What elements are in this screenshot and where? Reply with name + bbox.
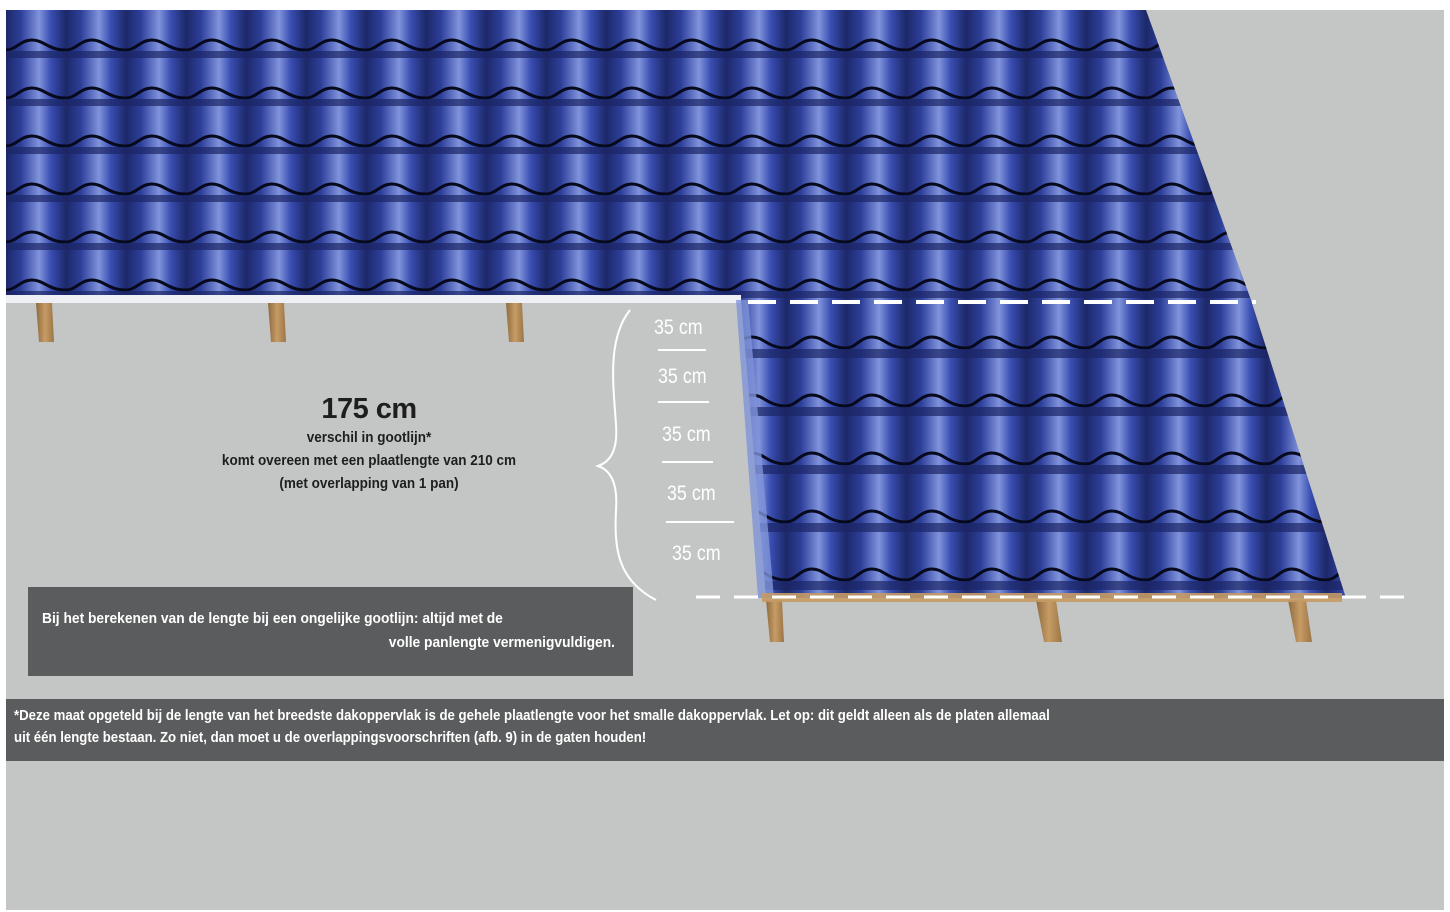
footnote-line: uit één lengte bestaan. Zo niet, dan moe…: [14, 729, 647, 746]
upper-eave-edge: [6, 295, 741, 303]
batten: [1036, 600, 1062, 642]
batten: [766, 600, 784, 642]
tile-length-label: 35 cm: [654, 316, 703, 339]
footnote: *Deze maat opgeteld bij de lengte van he…: [6, 699, 1444, 761]
roof-illustration: [6, 10, 1416, 642]
callout-line: komt overeen met een plaatlengte van 210…: [221, 452, 517, 469]
gutter-difference-callout: 175 cm verschil in gootlijn* komt overee…: [174, 392, 564, 495]
tile-length-label: 35 cm: [672, 542, 721, 565]
batten: [268, 303, 286, 342]
batten: [1288, 600, 1312, 642]
upper-roof-surface: [6, 10, 1251, 300]
note-line: volle panlengte vermenigvuldigen.: [388, 634, 615, 651]
note-line: Bij het berekenen van de lengte bij een …: [42, 610, 503, 627]
tile-length-label: 35 cm: [662, 423, 711, 446]
tile-length-label: 35 cm: [658, 365, 707, 388]
callout-line: verschil in gootlijn*: [306, 429, 432, 446]
brace-icon: [594, 309, 657, 601]
footnote-line: *Deze maat opgeteld bij de lengte van he…: [14, 707, 1050, 724]
lower-roof-surface: [741, 300, 1346, 598]
batten: [36, 303, 54, 342]
calculation-note: Bij het berekenen van de lengte bij een …: [28, 587, 633, 676]
gutter-difference-value: 175 cm: [321, 393, 417, 425]
tile-length-label: 35 cm: [667, 482, 716, 505]
callout-line: (met overlapping van 1 pan): [279, 475, 459, 492]
gutter-difference-text: verschil in gootlijn* komt overeen met e…: [174, 426, 564, 495]
diagram-canvas: 35 cm 35 cm 35 cm 35 cm 35 cm 175 cm ver…: [6, 10, 1444, 910]
batten: [506, 303, 524, 342]
